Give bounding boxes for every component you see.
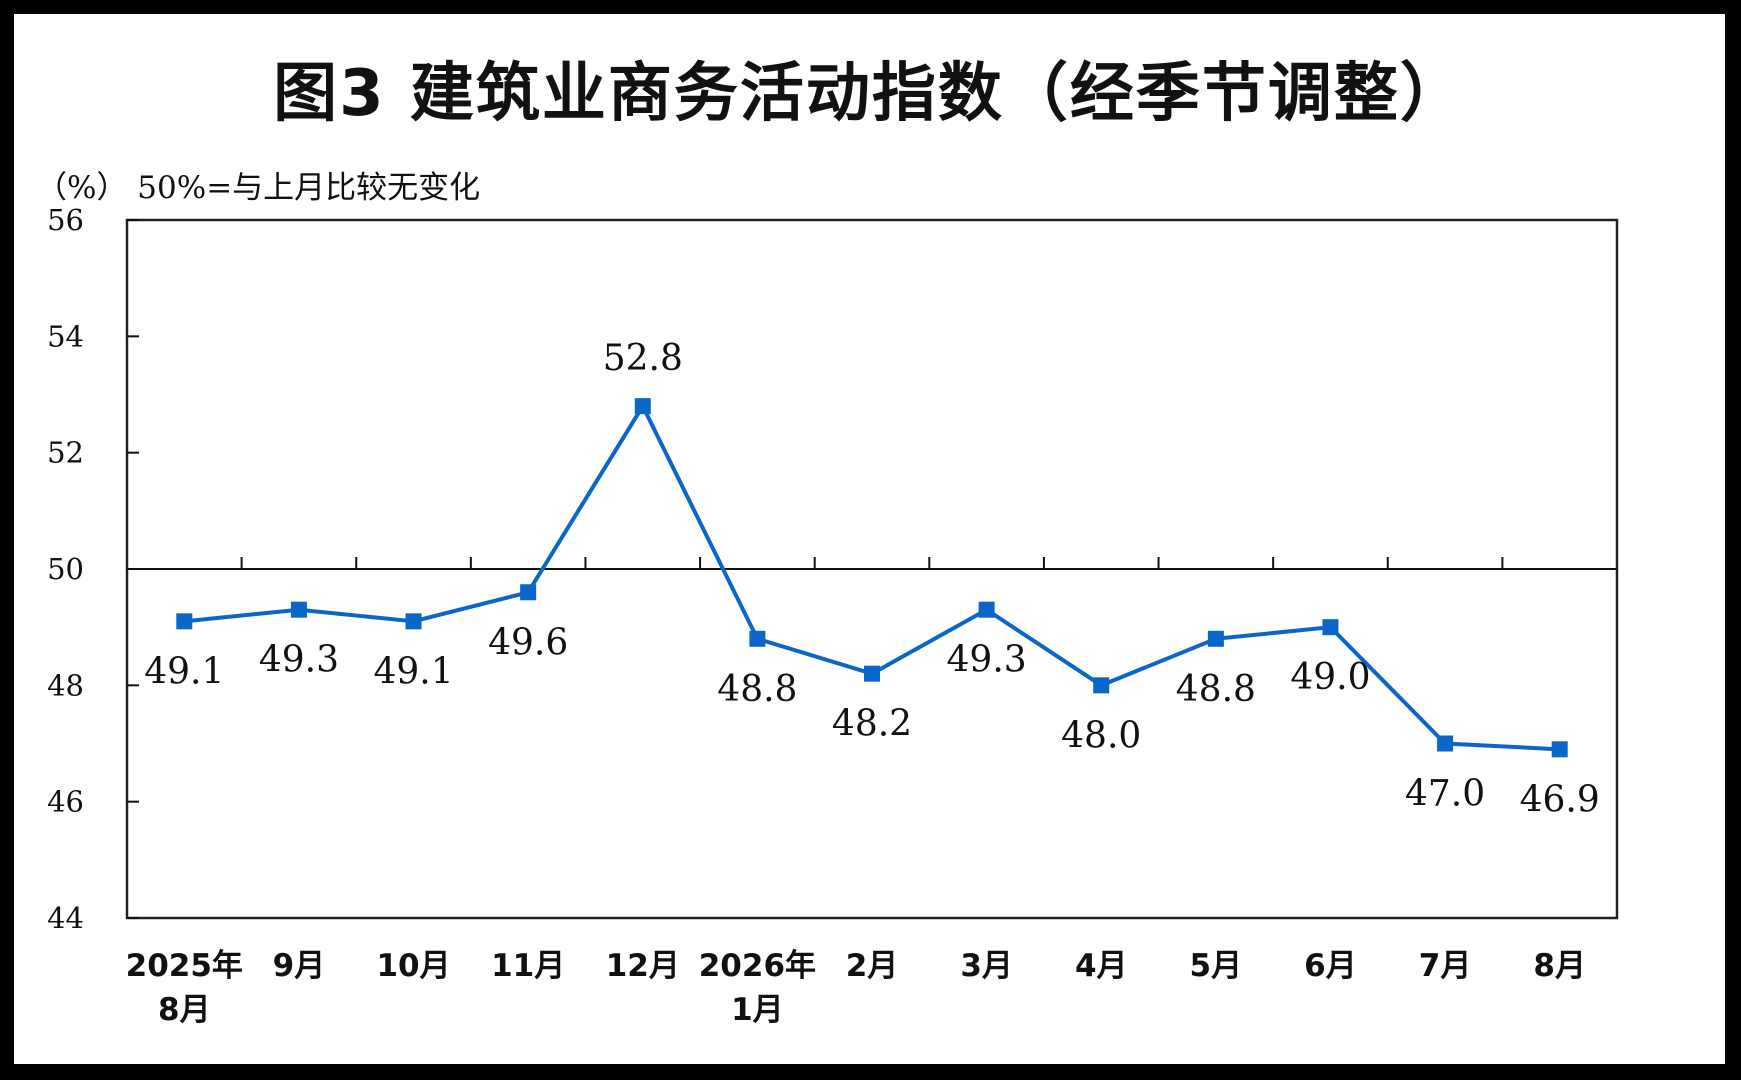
data-point-marker (1207, 630, 1224, 647)
x-axis-label: 5月 (1190, 948, 1243, 984)
y-tick-label: 56 (47, 203, 84, 237)
data-point-marker (634, 398, 651, 415)
data-label: 47.0 (1405, 774, 1485, 815)
x-ticks (240, 557, 1504, 569)
y-tick-label: 44 (47, 901, 84, 935)
data-label: 49.1 (144, 651, 224, 692)
data-label: 48.2 (832, 704, 912, 745)
x-axis-label: 9月 (273, 948, 326, 984)
x-axis-label: 10月 (376, 948, 450, 984)
unit-note: （%） 50%=与上月比较无变化 (36, 170, 481, 206)
data-label: 49.1 (373, 651, 453, 692)
x-axis-label: 12月 (606, 948, 680, 984)
series-markers (176, 398, 1568, 758)
x-axis-label: 8月 (158, 992, 211, 1028)
y-tick-label: 54 (47, 319, 84, 353)
x-axis-label: 4月 (1075, 948, 1128, 984)
x-axis-label: 1月 (731, 992, 784, 1028)
data-label: 48.0 (1061, 715, 1141, 756)
y-tick-labels: 44 46 48 50 52 54 56 (47, 203, 139, 935)
y-tick-label: 48 (47, 668, 84, 702)
x-axis-label: 2月 (846, 948, 899, 984)
data-labels: 49.1 49.3 49.1 49.6 52.8 48.8 48.2 49.3 48.0 48.8… (144, 338, 1600, 820)
x-axis-label: 2026年 (699, 948, 816, 984)
data-point-marker (290, 601, 307, 618)
x-axis-label: 6月 (1304, 948, 1357, 984)
data-label: 49.3 (947, 640, 1027, 681)
data-point-marker (1322, 619, 1339, 636)
x-axis-label: 7月 (1419, 948, 1472, 984)
data-label: 49.3 (259, 640, 339, 681)
data-point-marker (978, 601, 995, 618)
data-label: 52.8 (603, 338, 683, 379)
data-label: 48.8 (1176, 669, 1256, 710)
x-axis-label: 8月 (1533, 948, 1586, 984)
data-label: 46.9 (1520, 779, 1600, 820)
data-point-marker (864, 665, 880, 682)
data-label: 49.6 (488, 622, 568, 663)
data-point-marker (749, 630, 766, 647)
data-label: 48.8 (717, 669, 797, 710)
data-label: 49.0 (1290, 657, 1370, 698)
y-tick-label: 50 (47, 552, 84, 586)
x-axis-label: 2025年 (126, 948, 243, 984)
y-tick-label: 46 (47, 785, 84, 819)
y-tick-label: 52 (47, 436, 84, 470)
chart-frame: 图3 建筑业商务活动指数（经季节调整） （%） 50%=与上月比较无变化 44 4… (14, 14, 1725, 1064)
data-point-marker (176, 613, 193, 630)
x-axis-label: 11月 (491, 948, 565, 984)
x-axis-label: 3月 (960, 948, 1013, 984)
data-point-marker (520, 584, 537, 601)
x-axis-labels: 2025年 8月 9月 10月 11月 12月 2026年 1月 2月 3月 4月 5月 6月 7月 8月 (126, 948, 1586, 1028)
data-point-marker (1437, 735, 1454, 752)
data-point-marker (405, 613, 422, 630)
data-point-marker (1551, 741, 1568, 758)
chart-title: 图3 建筑业商务活动指数（经季节调整） (273, 57, 1466, 131)
data-point-marker (1093, 677, 1110, 694)
